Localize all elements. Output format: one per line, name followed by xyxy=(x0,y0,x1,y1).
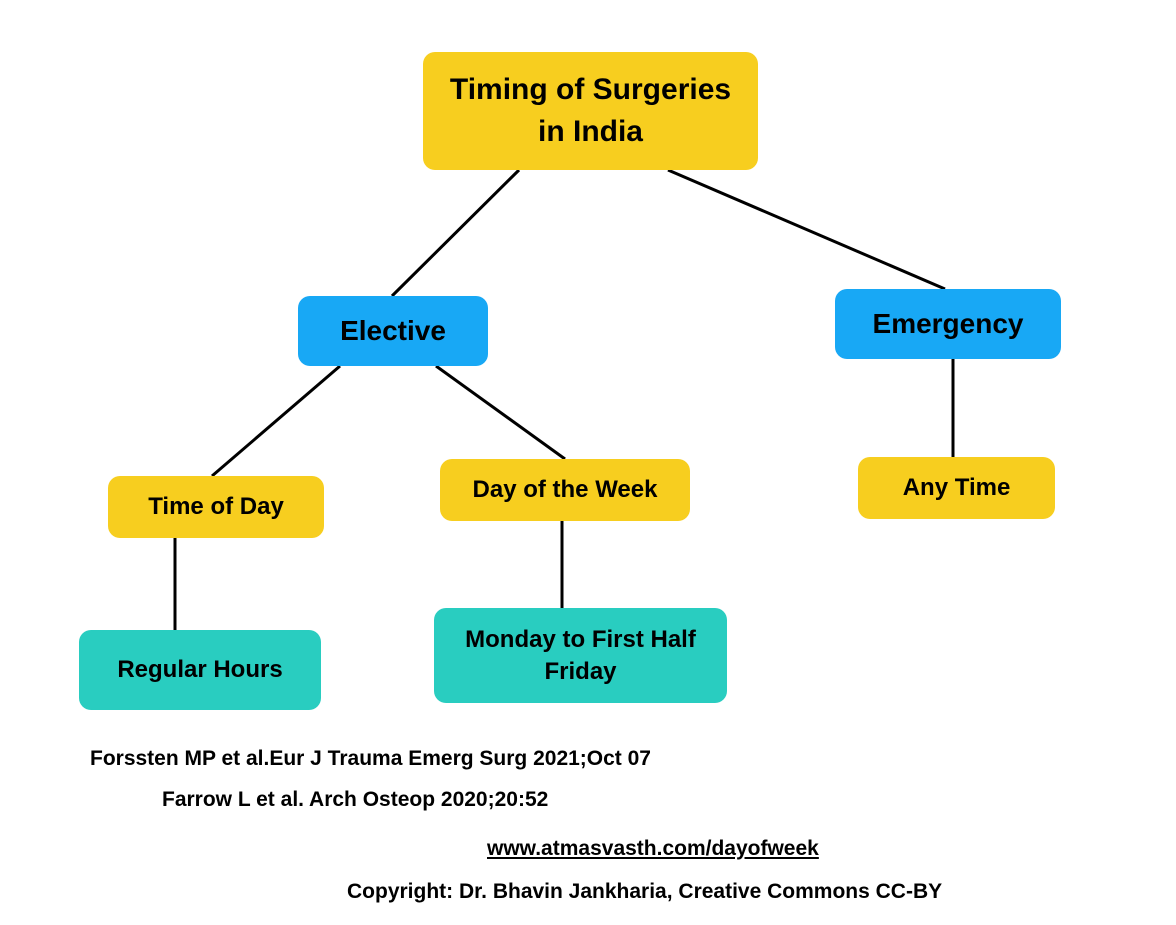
edge-elective-dayofweek xyxy=(436,366,565,459)
node-regularhours-label: Regular Hours xyxy=(117,656,282,684)
node-anytime: Any Time xyxy=(858,457,1055,519)
node-timeofday-label: Time of Day xyxy=(148,493,284,521)
node-regularhours: Regular Hours xyxy=(79,630,321,710)
node-emergency: Emergency xyxy=(835,289,1061,359)
source-url: www.atmasvasth.com/dayofweek xyxy=(487,837,819,861)
edge-root-emergency xyxy=(668,170,945,289)
node-emergency-label: Emergency xyxy=(873,308,1024,340)
node-monday: Monday to First Half Friday xyxy=(434,608,727,703)
node-dayofweek: Day of the Week xyxy=(440,459,690,521)
node-root: Timing of Surgeriesin India xyxy=(423,52,758,170)
node-anytime-label: Any Time xyxy=(903,474,1011,502)
edge-root-elective xyxy=(392,170,519,296)
node-elective-label: Elective xyxy=(340,315,446,347)
reference-2: Farrow L et al. Arch Osteop 2020;20:52 xyxy=(162,788,548,812)
node-timeofday: Time of Day xyxy=(108,476,324,538)
edge-elective-timeofday xyxy=(212,366,340,476)
node-root-label: Timing of Surgeriesin India xyxy=(450,69,731,153)
copyright-text: Copyright: Dr. Bhavin Jankharia, Creativ… xyxy=(347,880,942,904)
node-monday-label: Monday to First Half Friday xyxy=(454,624,707,686)
node-dayofweek-label: Day of the Week xyxy=(473,476,658,504)
reference-1: Forssten MP et al.Eur J Trauma Emerg Sur… xyxy=(90,747,651,771)
node-elective: Elective xyxy=(298,296,488,366)
